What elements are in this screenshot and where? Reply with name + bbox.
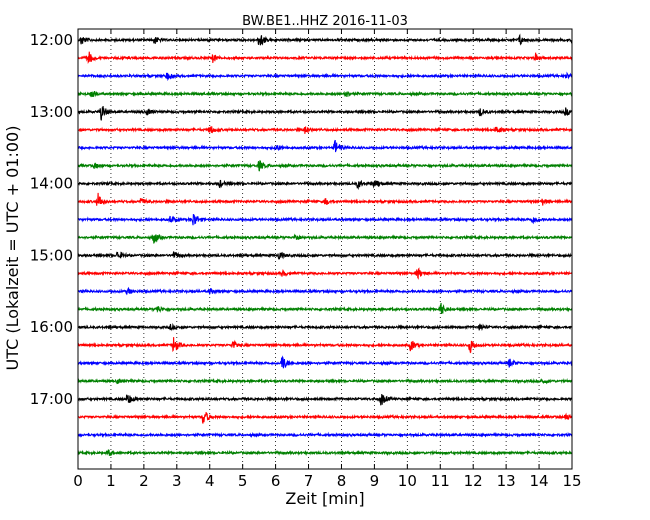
grid	[110, 29, 540, 469]
y-tick-label: 16:00	[30, 318, 73, 336]
x-tick-label: 3	[172, 472, 182, 490]
y-tick-label: 15:00	[30, 246, 73, 264]
seismic-trace	[77, 322, 573, 332]
x-tick-label: 10	[398, 472, 417, 490]
seismic-trace	[77, 126, 573, 134]
seismic-trace	[77, 192, 573, 206]
x-tick-label: 1	[106, 472, 116, 490]
y-tick-label: 14:00	[30, 175, 73, 193]
seismic-trace	[77, 179, 573, 191]
x-tick-label: 6	[271, 472, 281, 490]
seismic-trace	[77, 302, 573, 314]
seismic-trace	[77, 411, 573, 424]
seismic-trace	[77, 139, 573, 153]
seismic-trace	[77, 90, 573, 98]
seismic-trace	[77, 337, 573, 354]
seismic-trace	[77, 33, 573, 46]
x-tick-label: 8	[337, 472, 347, 490]
x-tick-label: 9	[370, 472, 380, 490]
y-tick-label: 17:00	[30, 390, 73, 408]
seismic-trace	[77, 159, 573, 172]
x-tick-label: 11	[431, 472, 450, 490]
y-tick-label: 12:00	[30, 31, 73, 49]
x-tick-label: 15	[562, 472, 581, 490]
y-axis-label: UTC (Lokalzeit = UTC + 01:00)	[3, 126, 22, 371]
x-tick-label: 14	[530, 472, 549, 490]
x-tick-label: 13	[497, 472, 516, 490]
x-tick-label: 5	[238, 472, 248, 490]
x-tick-label: 12	[464, 472, 483, 490]
traces	[77, 33, 573, 456]
seismic-trace	[77, 286, 573, 296]
chart-title: BW.BE1..HHZ 2016-11-03	[242, 14, 408, 29]
seismic-trace	[77, 233, 573, 244]
x-axis: 0 1 2 3 4 5 6 7 8 9 10 11 12 13 14 15	[73, 29, 582, 490]
seismic-trace	[77, 105, 573, 121]
seismic-trace	[77, 355, 573, 369]
seismic-trace	[77, 251, 573, 260]
seismic-trace	[77, 267, 573, 280]
x-tick-label: 2	[139, 472, 149, 490]
x-tick-label: 0	[73, 472, 83, 490]
x-tick-label: 4	[205, 472, 215, 490]
seismic-trace	[77, 377, 573, 385]
x-axis-label: Zeit [min]	[285, 489, 364, 508]
y-tick-label: 13:00	[30, 103, 73, 121]
seismic-trace	[77, 449, 573, 456]
seismic-trace	[77, 71, 573, 82]
plot-frame	[77, 28, 573, 470]
seismic-trace	[77, 214, 573, 226]
seismic-trace	[77, 393, 573, 406]
y-axis: 12:00 13:00 14:00 15:00 16:00 17:00	[30, 31, 83, 408]
seismic-trace	[77, 431, 573, 439]
x-tick-label: 7	[304, 472, 314, 490]
seismic-trace	[77, 51, 573, 64]
